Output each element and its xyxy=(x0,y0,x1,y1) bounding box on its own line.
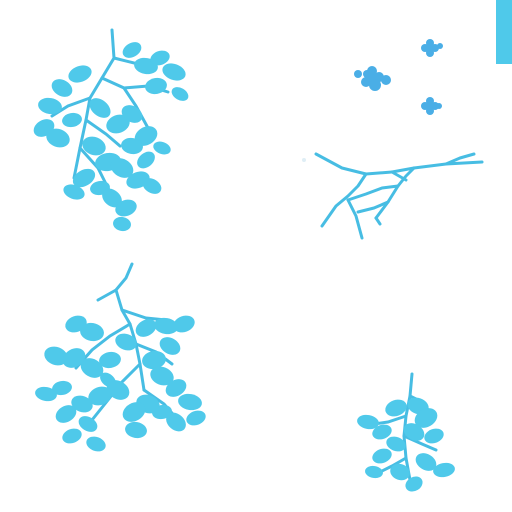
scroll-indicator[interactable] xyxy=(496,0,512,64)
bare-twig-right xyxy=(296,146,496,246)
blossom-cluster-top-right xyxy=(350,34,450,124)
twig-icon xyxy=(302,152,484,240)
leafy-branch-icon xyxy=(35,262,206,452)
small-leaf-sprig-bottom-right xyxy=(352,372,464,498)
leaf-sprig-icon xyxy=(357,372,455,492)
leafy-branch-top-left xyxy=(28,28,193,233)
blossom-icon xyxy=(354,39,443,115)
leafy-branch-icon xyxy=(33,28,189,232)
leafy-branch-bottom-left xyxy=(26,260,208,460)
